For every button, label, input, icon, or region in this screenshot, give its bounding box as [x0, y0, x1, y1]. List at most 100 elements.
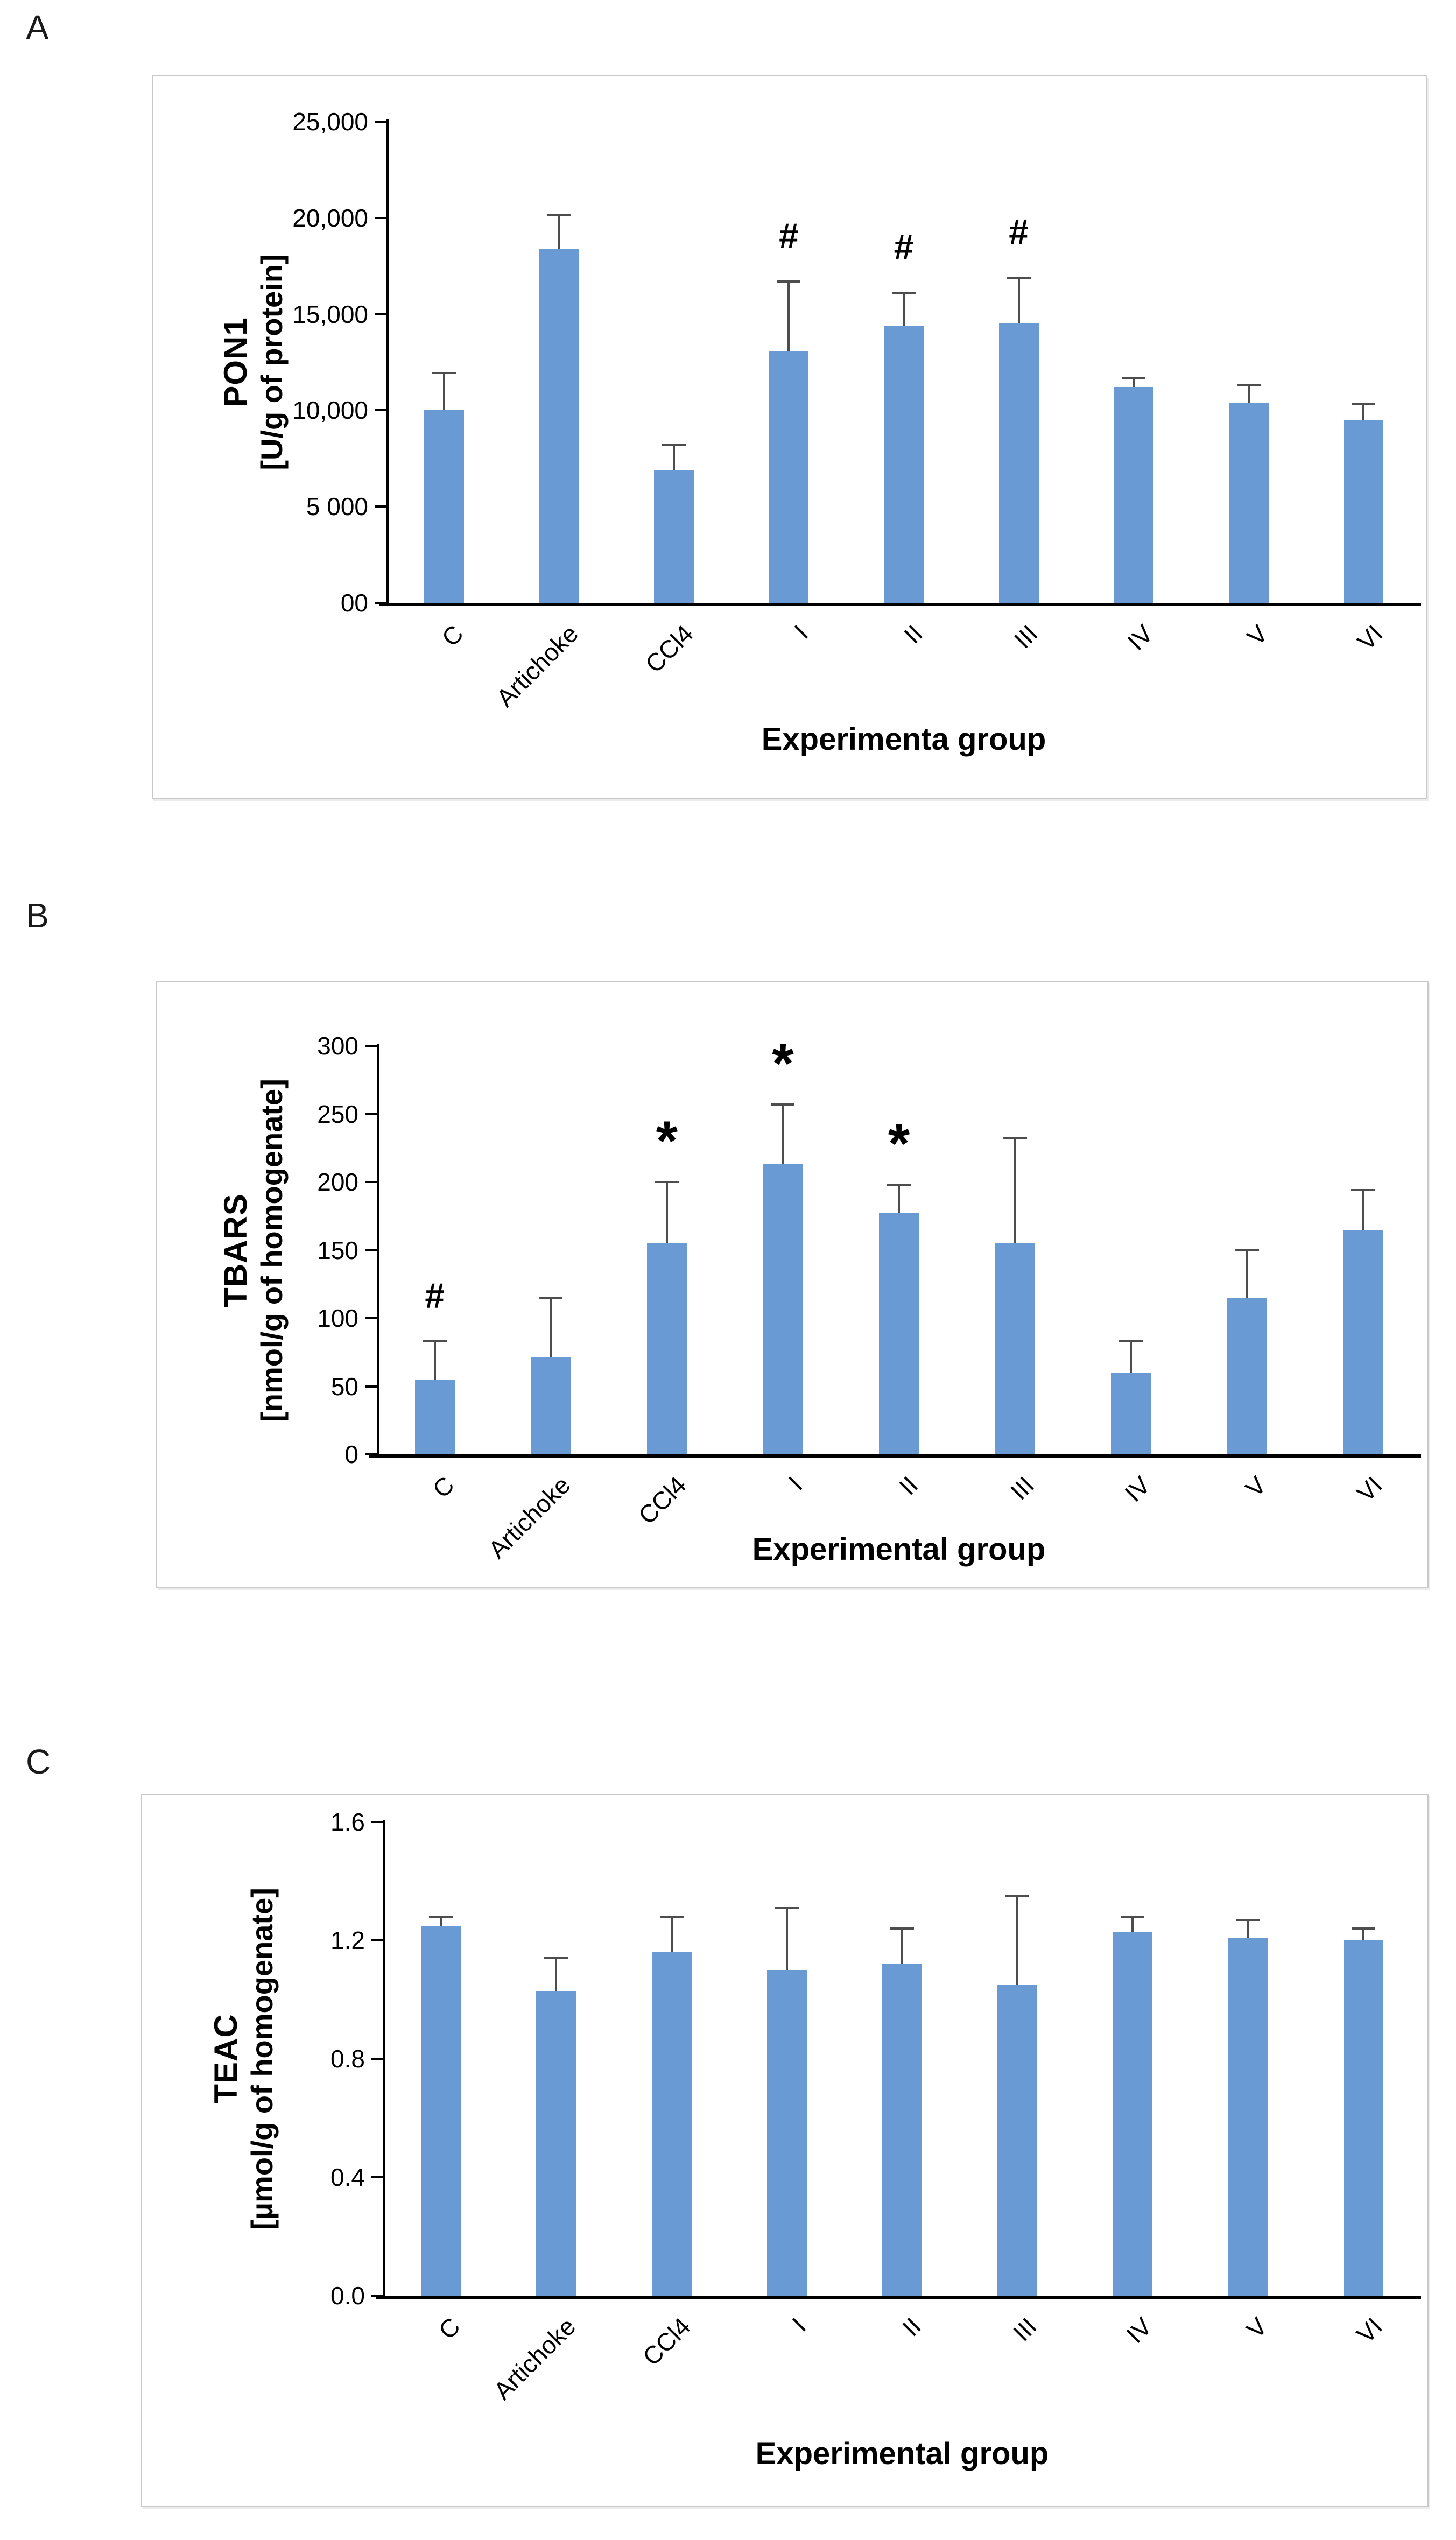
bar-vi — [1343, 1229, 1383, 1454]
error-cap — [1351, 1927, 1375, 1930]
error-cap — [775, 1906, 799, 1909]
x-tick-label: CCl4 — [632, 1470, 692, 1530]
x-tick-label: VI — [1351, 2312, 1388, 2349]
y-tick — [371, 1821, 383, 1823]
error-cap — [659, 1916, 684, 1918]
x-tick-label: IV — [1119, 1470, 1156, 1508]
error-cap — [890, 1927, 914, 1930]
significance-marker: # — [894, 227, 914, 268]
y-tick — [375, 505, 386, 508]
y-axis-title: TBARS [nmol/g of homogenate] — [217, 1079, 289, 1422]
error-bar — [1247, 385, 1250, 403]
bar-ccl4 — [651, 1952, 692, 2296]
y-tick-label: 0.4 — [330, 2163, 365, 2191]
panel-label: B — [26, 896, 49, 935]
y-tick-label: 5 000 — [306, 492, 368, 521]
x-axis-title: Experimenta group — [761, 722, 1046, 757]
y-tick — [371, 2295, 383, 2297]
y-axis-title-line2: [µmol/g of homogenate] — [245, 1888, 279, 2230]
bar-c — [424, 409, 464, 603]
x-axis-line — [369, 1454, 1421, 1458]
error-cap — [777, 280, 801, 283]
bar-ccl4 — [653, 470, 694, 603]
x-tick-label: IV — [1122, 619, 1158, 656]
error-bar — [785, 1908, 788, 1970]
x-tick-label: V — [1241, 2312, 1273, 2344]
y-tick — [365, 1249, 377, 1251]
y-tick-label: 100 — [317, 1304, 358, 1332]
y-tick-label: 0.8 — [330, 2045, 365, 2073]
error-bar — [782, 1104, 784, 1165]
error-cap — [1235, 1249, 1259, 1251]
panel-label: A — [26, 8, 49, 47]
error-cap — [655, 1181, 679, 1183]
x-tick-label: V — [1241, 619, 1274, 651]
y-tick-label: 50 — [330, 1372, 358, 1401]
y-tick-label: 150 — [317, 1236, 358, 1264]
bar-iii — [997, 1985, 1038, 2296]
error-bar — [1014, 1138, 1016, 1243]
error-bar — [1130, 1341, 1133, 1373]
y-axis-title-line1: TBARS — [217, 1193, 254, 1307]
significance-marker: # — [425, 1276, 445, 1315]
y-axis-title-line2: [nmol/g of homogenate] — [255, 1078, 289, 1422]
y-tick-label: 200 — [317, 1168, 358, 1196]
x-tick-label: C — [435, 619, 469, 652]
significance-marker: * — [772, 1032, 794, 1095]
error-bar — [1362, 1929, 1364, 1940]
bar-ccl4 — [646, 1243, 687, 1454]
y-tick — [375, 602, 386, 604]
bar-i — [766, 1970, 807, 2296]
bar-iii — [998, 323, 1039, 603]
error-bar — [672, 445, 675, 470]
error-bar — [550, 1298, 552, 1358]
error-cap — [432, 371, 456, 374]
error-cap — [771, 1103, 795, 1106]
x-tick-label: III — [1007, 2312, 1042, 2347]
error-bar — [442, 372, 445, 410]
panel-label: C — [26, 1742, 51, 1781]
chart-frame — [156, 981, 1429, 1588]
error-cap — [547, 214, 571, 216]
error-cap — [1122, 376, 1146, 379]
x-axis-title: Experimental group — [755, 2436, 1049, 2471]
significance-marker: # — [779, 215, 799, 256]
y-tick-label: 20,000 — [292, 203, 368, 232]
x-tick-label: VI — [1352, 619, 1388, 656]
y-axis-line — [383, 1820, 385, 2298]
bar-v — [1228, 403, 1269, 603]
y-tick-label: 1.6 — [330, 1808, 365, 1836]
error-cap — [887, 1184, 911, 1186]
x-tick-label: I — [783, 1470, 807, 1496]
bar-i — [763, 1164, 803, 1454]
y-axis-title-line1: TEAC — [208, 2014, 244, 2104]
bar-c — [421, 1925, 461, 2296]
x-tick-label: V — [1240, 1470, 1272, 1503]
bar-vi — [1343, 1940, 1383, 2296]
error-cap — [1352, 402, 1376, 405]
x-tick-label: II — [894, 1470, 924, 1501]
significance-marker: # — [1009, 212, 1029, 252]
y-tick-label: 250 — [317, 1100, 358, 1128]
x-tick-label: I — [789, 619, 813, 644]
y-tick — [371, 1939, 383, 1941]
y-tick-label: 15,000 — [292, 300, 368, 328]
x-tick-label: II — [898, 619, 929, 649]
bar-iii — [995, 1243, 1035, 1454]
bar-vi — [1344, 420, 1384, 603]
error-bar — [1362, 403, 1365, 420]
bar-artichoke — [536, 1990, 576, 2296]
bar-ii — [884, 326, 924, 603]
bar-iv — [1111, 1373, 1151, 1454]
error-cap — [662, 444, 686, 446]
y-tick — [371, 2176, 383, 2178]
error-bar — [1016, 1896, 1019, 1985]
bar-iv — [1113, 1931, 1153, 2296]
x-tick-label: III — [1009, 619, 1044, 654]
bar-artichoke — [531, 1357, 571, 1454]
error-bar — [440, 1917, 442, 1926]
chart-frame — [141, 1794, 1429, 2507]
y-tick — [365, 1181, 377, 1183]
error-bar — [1017, 277, 1020, 324]
